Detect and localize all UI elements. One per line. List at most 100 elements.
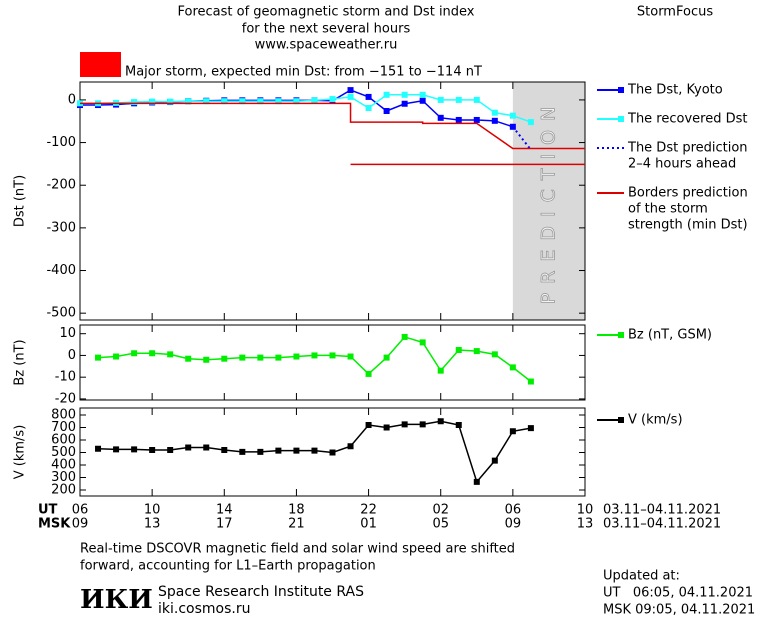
title: Forecast of geomagnetic storm and Dst in…: [177, 5, 474, 20]
y-tick-label: 500: [51, 445, 76, 460]
brand: StormFocus: [637, 5, 713, 20]
y-tick-label: -100: [46, 135, 76, 150]
data-point: [437, 96, 444, 103]
legend-label: Bz (nT, GSM): [628, 328, 712, 343]
data-point: [473, 116, 480, 123]
y-tick-label: -400: [46, 263, 76, 278]
data-point: [437, 418, 444, 425]
y-tick-label: -500: [46, 306, 76, 321]
data-point: [221, 447, 228, 453]
data-point: [383, 424, 390, 431]
data-point: [347, 443, 354, 450]
data-point: [383, 91, 390, 98]
data-point: [113, 446, 120, 453]
data-point: [149, 350, 156, 357]
data-point: [509, 364, 516, 371]
note: Real-time DSCOVR magnetic field and sola…: [80, 542, 515, 557]
data-point: [239, 98, 246, 105]
data-point: [221, 98, 228, 105]
y-tick-label: -300: [46, 220, 76, 235]
data-point: [293, 353, 300, 360]
data-point: [257, 354, 264, 361]
data-point: [491, 117, 498, 124]
data-point: [419, 91, 426, 98]
data-point: [455, 116, 462, 123]
legend-label: V (km/s): [628, 413, 683, 428]
legend-marker: [618, 332, 624, 338]
series-line: [80, 89, 514, 128]
legend-label: of the storm: [628, 202, 708, 217]
y-axis-label: Dst (nT): [13, 175, 28, 227]
msk-tick-label: 09: [505, 517, 522, 532]
msk-tick-label: 05: [432, 517, 449, 532]
plot-frame: [79, 81, 586, 321]
data-point: [131, 99, 138, 106]
data-point: [509, 428, 516, 435]
data-point: [311, 97, 318, 104]
msk-tick-label: 13: [144, 517, 161, 532]
data-point: [149, 98, 156, 105]
msk-tick-label: 13: [577, 517, 594, 532]
ut-tick-label: 18: [288, 503, 305, 518]
ut-tick-label: 06: [72, 503, 89, 518]
data-point: [113, 353, 120, 360]
data-point: [239, 448, 246, 455]
data-point: [455, 347, 462, 353]
legend-label: The recovered Dst: [627, 112, 747, 127]
data-point: [95, 445, 102, 452]
data-point: [347, 353, 354, 360]
data-point: [437, 367, 444, 374]
data-point: [401, 333, 408, 340]
data-point: [365, 105, 372, 112]
data-point: [257, 98, 264, 105]
data-point: [185, 98, 192, 105]
legend-label: The Dst, Kyoto: [627, 83, 723, 98]
data-point: [527, 119, 534, 126]
legend-label: The Dst prediction: [627, 141, 748, 156]
data-point: [365, 370, 372, 377]
legend-marker: [618, 116, 624, 122]
note: forward, accounting for L1–Earth propaga…: [80, 559, 376, 574]
y-tick-label: 700: [51, 420, 76, 435]
data-point: [473, 96, 480, 103]
data-point: [419, 97, 426, 104]
data-point: [257, 448, 264, 455]
msk-label: MSK: [38, 517, 71, 532]
site-url: www.spaceweather.ru: [255, 38, 398, 53]
ut-tick-label: 10: [577, 503, 594, 518]
data-point: [203, 356, 210, 363]
msk-tick-label: 21: [288, 517, 305, 532]
data-point: [347, 93, 354, 100]
ut-tick-label: 02: [432, 503, 449, 518]
legend-label: Borders prediction: [628, 186, 748, 201]
y-tick-label: -20: [55, 391, 76, 406]
data-point: [383, 354, 390, 361]
msk-tick-label: 01: [360, 517, 377, 532]
logo: ИКИ: [80, 585, 153, 615]
y-tick-label: 300: [51, 470, 76, 485]
date-range: 03.11–04.11.2021: [603, 517, 721, 532]
y-tick-label: 400: [51, 458, 76, 473]
data-point: [185, 355, 192, 362]
legend-label: strength (min Dst): [628, 218, 748, 233]
data-point: [347, 87, 354, 94]
series-line: [80, 94, 532, 123]
y-tick-label: -10: [55, 370, 76, 385]
data-point: [203, 444, 210, 451]
data-point: [365, 422, 372, 428]
data-point: [329, 449, 336, 456]
data-point: [167, 447, 174, 453]
data-point: [437, 114, 444, 121]
legend-label: 2–4 hours ahead: [628, 157, 736, 172]
plot-frame: [79, 324, 586, 401]
y-tick-label: 10: [59, 326, 76, 341]
data-point: [167, 351, 174, 358]
data-point: [275, 354, 282, 361]
data-point: [527, 425, 534, 432]
updated: Updated at:: [603, 569, 680, 584]
data-point: [275, 98, 282, 105]
institute-site: iki.cosmos.ru: [158, 601, 250, 617]
msk-tick-label: 17: [216, 517, 233, 532]
ut-label: UT: [38, 503, 58, 518]
